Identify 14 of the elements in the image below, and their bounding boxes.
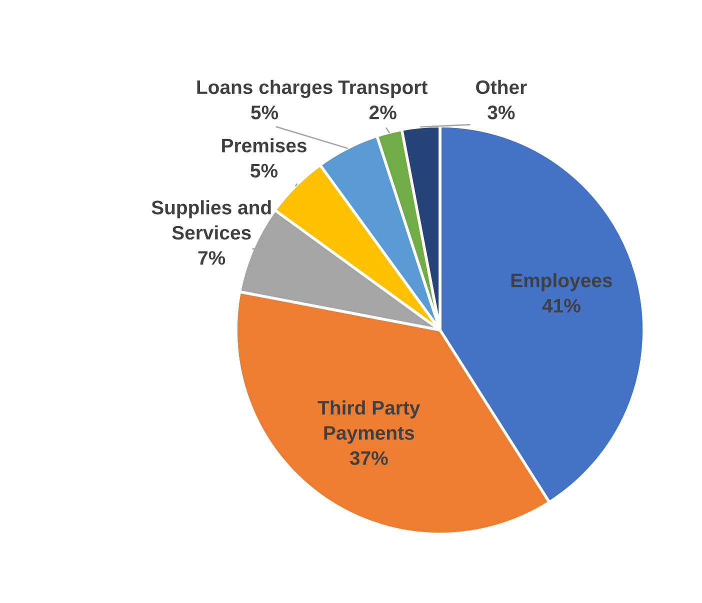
data-label: 2% <box>370 106 396 120</box>
slice-label: Employees <box>511 273 612 292</box>
data-label: 5% <box>250 164 278 178</box>
data-label: 5% <box>251 106 278 120</box>
slice-label: Loans charges <box>197 80 332 98</box>
data-label: 3% <box>488 106 515 120</box>
slice-label: Other <box>476 80 527 94</box>
slice-label: Premises <box>222 138 306 152</box>
slice-label: Transport <box>338 80 428 98</box>
data-label: 37% <box>350 451 388 466</box>
data-label: 41% <box>542 298 580 312</box>
data-label: 7% <box>198 251 226 265</box>
slice-label: Supplies and Services <box>152 200 271 240</box>
slice-label: Third Party Payments <box>318 400 420 444</box>
